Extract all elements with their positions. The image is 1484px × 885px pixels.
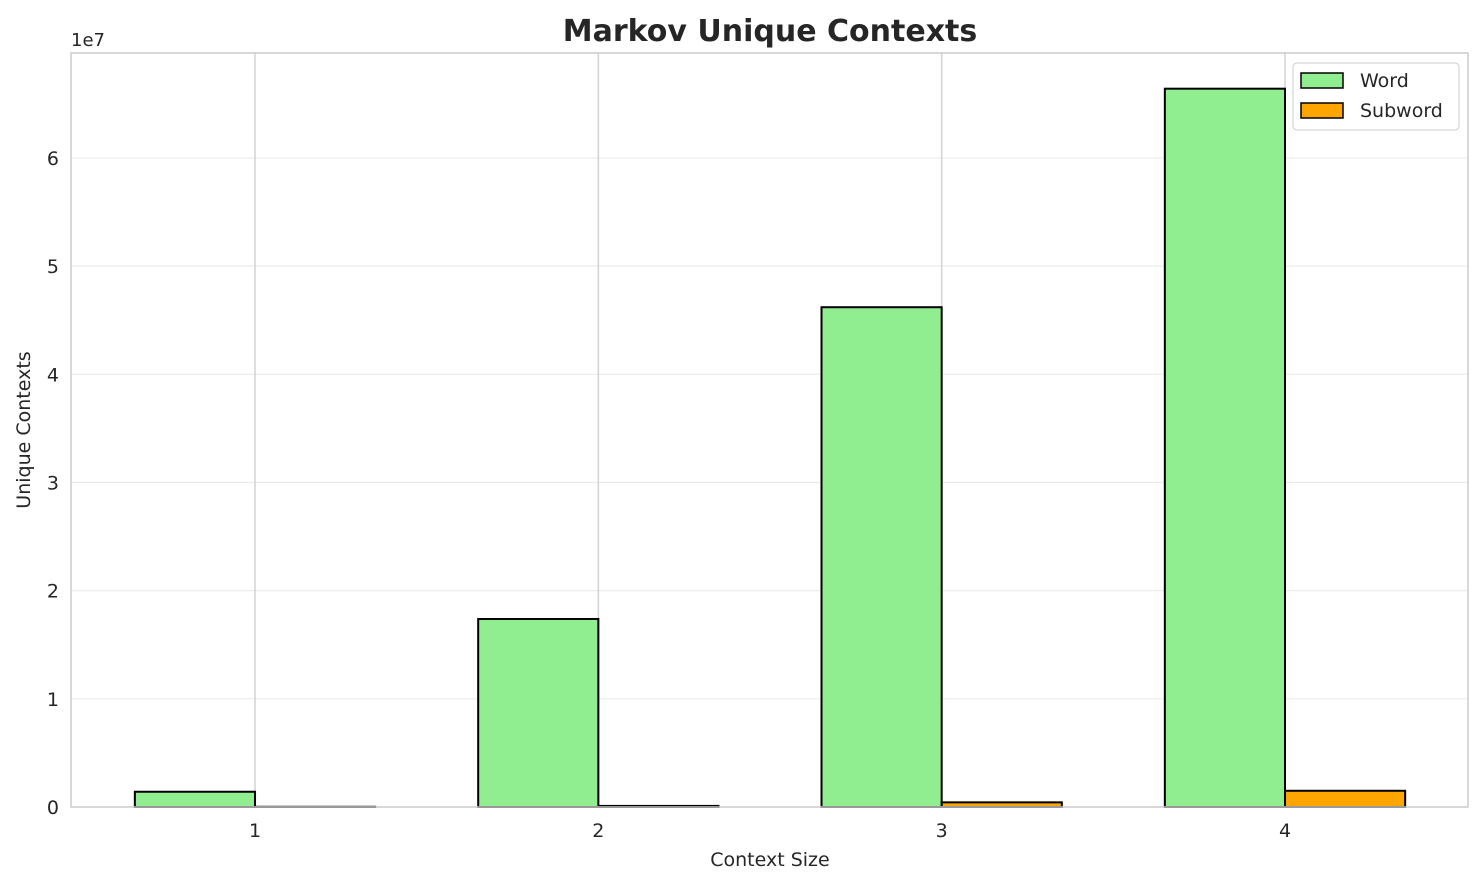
x-tick-label: 2	[592, 820, 604, 842]
y-tick-label: 0	[47, 797, 59, 819]
legend-label: Subword	[1360, 100, 1443, 122]
y-offset-label: 1e7	[71, 30, 105, 51]
y-tick-label: 1	[47, 689, 59, 711]
y-tick-label: 2	[47, 581, 59, 603]
legend-swatch	[1300, 102, 1344, 119]
bar-word	[1163, 87, 1287, 808]
plot-frame	[70, 52, 1469, 808]
y-tick-label: 5	[47, 256, 59, 278]
bar-word	[133, 790, 257, 808]
legend-swatch	[1300, 72, 1344, 89]
x-axis-label: Context Size	[710, 849, 829, 871]
y-tick-label: 3	[47, 472, 59, 494]
x-tick-label: 4	[1279, 820, 1291, 842]
bar-word	[820, 306, 943, 808]
y-tick-label: 4	[47, 364, 59, 386]
chart-title: Markov Unique Contexts	[563, 14, 978, 49]
x-tick-label: 1	[249, 820, 261, 842]
x-tick-label: 3	[936, 820, 948, 842]
y-axis-label: Unique Contexts	[13, 351, 35, 508]
bar-subword	[1284, 789, 1407, 809]
y-tick-label: 6	[47, 148, 59, 170]
legend-label: Word	[1360, 70, 1409, 92]
legend: Word Subword	[1292, 62, 1460, 131]
bar-word	[477, 617, 600, 809]
